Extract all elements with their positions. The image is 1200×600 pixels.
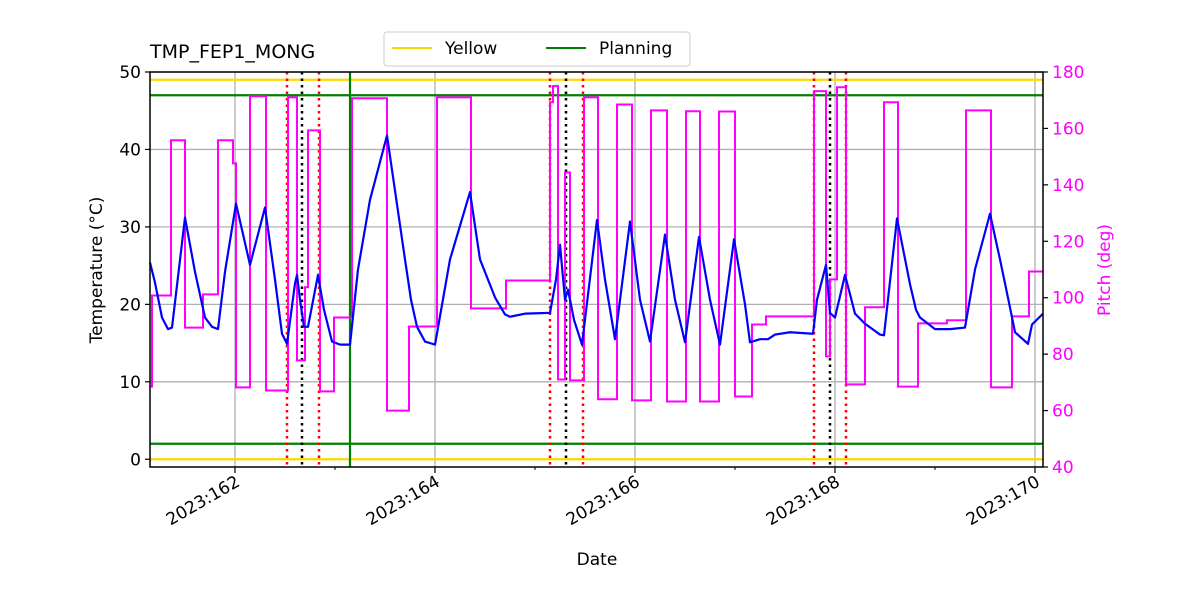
series — [148, 85, 1044, 412]
y2-tick-label: 80 — [1052, 345, 1074, 365]
legend-box — [383, 31, 691, 67]
plot-frame — [149, 71, 1044, 468]
legend-label-yellow: Yellow — [444, 39, 497, 59]
y2-tick-label: 140 — [1052, 176, 1084, 196]
y2-tick-label: 40 — [1052, 458, 1074, 478]
y2-axis-label: Pitch (deg) — [1095, 224, 1115, 316]
y-axis-label: Temperature (°C) — [87, 197, 107, 345]
y-tick-label: 40 — [119, 140, 141, 160]
y-tick-label: 20 — [119, 295, 141, 315]
y-tick-label: 10 — [119, 373, 141, 393]
temperature-series — [148, 134, 1044, 346]
pitch-series — [150, 85, 1043, 412]
y2-tick-label: 180 — [1052, 63, 1084, 83]
y-tick-label: 50 — [119, 63, 141, 83]
y2-tick-label: 120 — [1052, 232, 1084, 252]
y2-tick-label: 60 — [1052, 402, 1074, 422]
legend: Yellow Planning — [383, 31, 691, 67]
y2-tick-label: 160 — [1052, 119, 1084, 139]
chart-title: TMP_FEP1_MONG — [149, 41, 315, 63]
y-tick-label: 30 — [119, 218, 141, 238]
y-tick-label: 0 — [130, 450, 141, 470]
x-axis-label: Date — [577, 550, 618, 570]
y2-tick-label: 100 — [1052, 289, 1084, 309]
legend-label-planning: Planning — [599, 39, 672, 59]
